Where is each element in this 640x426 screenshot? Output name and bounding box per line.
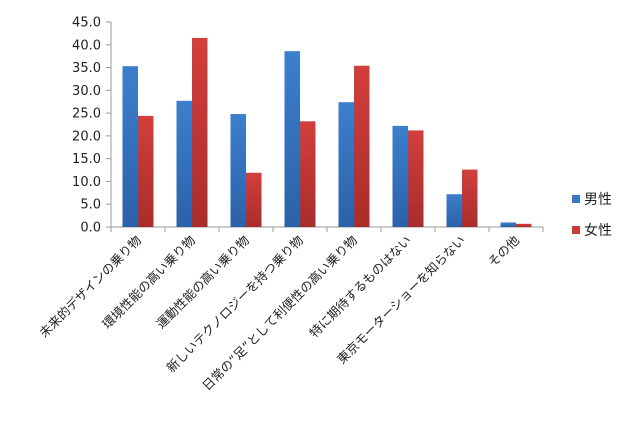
bar-male	[500, 222, 516, 227]
category-label: 未来的デザインの乗り物	[36, 233, 144, 341]
y-tick-label: 20.0	[72, 129, 101, 144]
legend-label-male: 男性	[584, 192, 612, 208]
y-tick-label: 30.0	[72, 84, 101, 99]
x-axis	[110, 226, 544, 232]
bar-male	[176, 100, 192, 227]
bar-female	[300, 121, 316, 227]
legend-swatch-female	[572, 226, 580, 234]
y-tick-label: 40.0	[72, 38, 101, 53]
category-label: 運動性能の高い乗り物	[153, 233, 252, 332]
category-labels: 未来的デザインの乗り物環境性能の高い乗り物運動性能の高い乗り物新しいテクノロジー…	[36, 232, 522, 393]
y-tick-label: 10.0	[72, 175, 101, 190]
bar-female	[192, 37, 208, 227]
bar-female	[462, 169, 478, 227]
category-label: 環境性能の高い乗り物	[99, 233, 198, 332]
bar-male	[392, 125, 408, 227]
y-tick-label: 35.0	[72, 61, 101, 76]
bar-male	[446, 194, 462, 227]
bar-male	[230, 114, 246, 227]
y-tick-label: 25.0	[72, 107, 101, 122]
category-label: その他	[485, 232, 522, 269]
bar-female	[138, 115, 154, 227]
bar-male	[338, 102, 354, 227]
bar-female	[516, 223, 532, 227]
bar-female	[246, 172, 262, 227]
bar-female	[408, 130, 424, 227]
bar-female	[354, 65, 370, 227]
y-tick-label: 15.0	[72, 152, 101, 167]
bar-series-group	[122, 37, 532, 228]
y-tick-label: 0.0	[80, 221, 101, 236]
bar-male	[122, 66, 138, 227]
legend-swatch-male	[572, 195, 580, 203]
category-label: 特に期待するものはない	[306, 233, 414, 341]
bar-male	[284, 51, 300, 228]
y-tick-label: 45.0	[72, 16, 101, 31]
y-tick-label: 5.0	[80, 198, 101, 213]
legend-label-female: 女性	[584, 222, 612, 239]
y-axis: 0.0 5.0 10.0 15.0 20.0 25.0 30.0 35.0 40.0 45.0	[72, 16, 112, 236]
